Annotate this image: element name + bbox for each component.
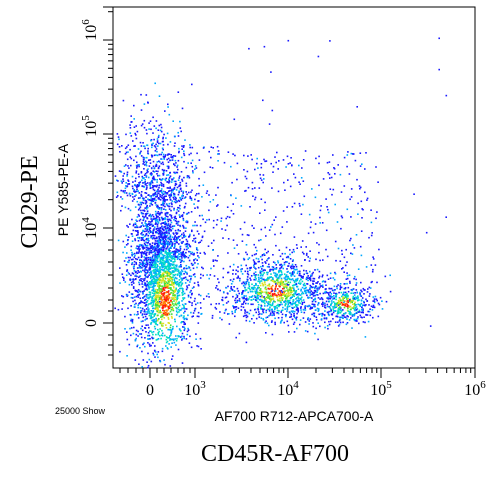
- x-tick-label: 105: [370, 379, 392, 399]
- y-tick-label: 105: [80, 115, 100, 137]
- x-tick-label: 104: [277, 379, 299, 399]
- event-count-note: 25000 Show: [55, 406, 106, 416]
- plot-frame: [112, 6, 476, 369]
- x-tick-label: 103: [184, 379, 206, 399]
- x-axis-ticks: [119, 368, 476, 378]
- x-axis-label: AF700 R712-APCA700-A: [215, 408, 374, 424]
- y-tick-label: 0: [83, 319, 100, 327]
- y-axis-label: PE Y585-PE-A: [55, 143, 71, 236]
- y-marker-label: CD29-PE: [17, 155, 43, 248]
- y-tick-label: 104: [80, 217, 100, 239]
- x-tick-label: 106: [464, 379, 486, 399]
- y-axis-tick-labels: 0 104 105 106: [80, 19, 100, 327]
- x-axis-tick-labels: 0 103 104 105 106: [146, 379, 486, 399]
- event-dots: [114, 37, 448, 369]
- y-axis-ticks: [103, 6, 113, 356]
- x-marker-label: CD45R-AF700: [201, 441, 349, 467]
- x-tick-label: 0: [146, 382, 154, 399]
- y-tick-label: 106: [80, 19, 100, 41]
